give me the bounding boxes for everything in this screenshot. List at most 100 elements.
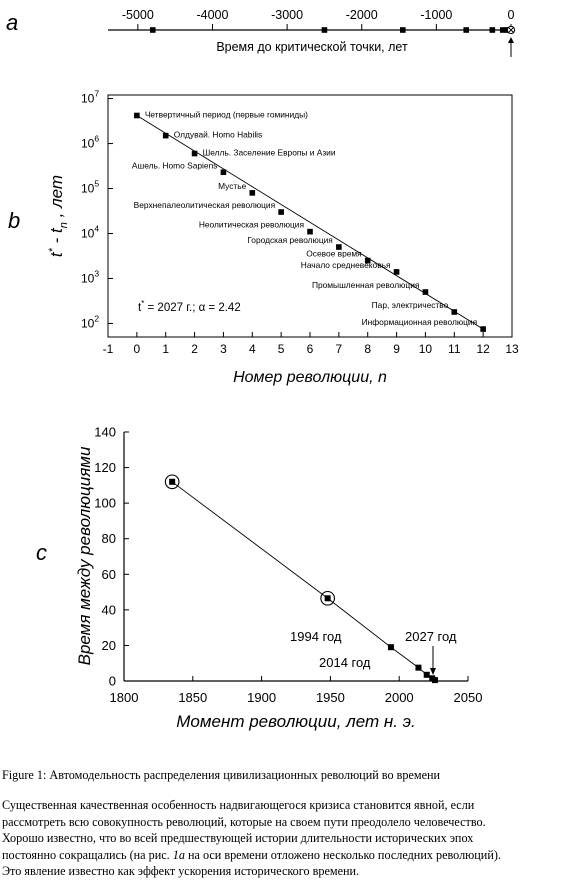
panel-c-x-tick-label: 1800	[110, 690, 139, 705]
panel-a-tick-label: -2000	[346, 8, 378, 22]
figure-reference[interactable]: 1a	[172, 847, 185, 862]
panel-b-annotation: t* = 2027 г.; α = 2.42	[138, 299, 241, 314]
panel-a-point	[489, 27, 496, 33]
panel-c-y-tick-label: 140	[94, 425, 116, 440]
panel-b-point	[134, 112, 140, 119]
critical-point-arrow	[508, 37, 514, 57]
panel-c-x-tick-label: 2050	[454, 690, 483, 705]
panel-c-series-line	[171, 481, 436, 681]
panel-b-x-tick-label: 12	[476, 342, 490, 356]
panel-c-x-tick-label: 1950	[316, 690, 345, 705]
panel-b-point-label: Ашель. Homo Sapiens	[132, 160, 218, 170]
panel-a-label: a	[6, 10, 18, 35]
panel-b-label: b	[8, 208, 20, 233]
panel-b-x-tick-label: 0	[134, 342, 141, 356]
panel-a-tick-label: -3000	[271, 8, 303, 22]
panel-b-y-tick-label: 107	[81, 89, 99, 106]
panel-b-point	[451, 309, 458, 315]
panel-a-point	[463, 27, 470, 33]
panel-b-x-tick-label: 11	[448, 342, 461, 356]
panel-c-y-ticks: 0 20 40 60 80 100 120 140	[94, 425, 129, 689]
paragraph-line: Хорошо известно, что во всей предшествую…	[2, 831, 474, 845]
panel-c-point	[423, 671, 430, 678]
panel-a-point	[321, 27, 328, 33]
paragraph-line: Существенная качественная особенность на…	[2, 798, 475, 812]
panel-c-xlabel: Момент революции, лет н. э.	[176, 712, 416, 731]
panel-c-y-tick-label: 120	[94, 460, 116, 475]
panel-c-x-ticks: 1800 1850 1900 1950 2000 2050	[110, 676, 483, 705]
panel-b-point	[480, 326, 486, 332]
panel-b-y-tick-label: 106	[81, 134, 99, 151]
panel-c-point	[169, 478, 176, 485]
body-paragraph: Существенная качественная особенность на…	[2, 797, 584, 880]
panel-a: a -5000 -4000 -3000 -2000 -1000 0 Время до кр…	[6, 8, 516, 57]
annotation-2027: 2027 год	[405, 629, 457, 644]
critical-point-marker	[506, 25, 516, 35]
panel-b-y-tick-label: 104	[81, 224, 99, 241]
panel-c: c 1800 1850 1900 1950 2000 2050 0 20 40 60 80 100 1…	[36, 425, 482, 732]
panel-b-point-label: Городская революция	[247, 235, 333, 245]
paragraph-line: Это явление известно как эффект ускорени…	[2, 864, 360, 878]
panel-c-x-tick-label: 1900	[247, 690, 276, 705]
panel-b-point-label: Мустье	[218, 181, 247, 191]
panel-a-tick-label: -5000	[122, 8, 154, 22]
panel-b-point	[191, 150, 198, 157]
panel-c-points	[164, 474, 438, 684]
panel-c-point	[431, 677, 438, 684]
panel-c-x-tick-label: 2000	[385, 690, 414, 705]
annotation-2014: 2014 год	[319, 655, 371, 670]
panel-b-x-tick-label: -1	[103, 342, 114, 356]
panel-b-point-label: Шелль. Заселение Европы и Азии	[203, 148, 336, 158]
panel-b-point-label: Верхнепалеолитическая революция	[134, 200, 275, 210]
panel-b-x-tick-label: 10	[419, 342, 433, 356]
panel-b-point	[162, 132, 169, 139]
panel-b-point-label: Информационная революция	[362, 317, 478, 327]
panel-c-point	[387, 644, 394, 651]
panel-b-point	[249, 190, 256, 196]
panel-b-x-tick-label: 9	[393, 342, 400, 356]
annotation-2027-arrow	[430, 646, 436, 675]
paragraph-line: постоянно сокращались (на рис. 1a на оси…	[2, 847, 501, 862]
paragraph-line: рассмотреть всю совокупность революций, …	[2, 814, 486, 829]
panel-b-point-label: Пар, электричество	[372, 300, 449, 310]
panel-c-point-circle	[320, 590, 335, 606]
panel-b-point-label: Четвертичный период (первые гоминиды)	[145, 110, 308, 120]
panel-b-point-label: Неолитическая революция	[199, 220, 304, 230]
panel-b-points	[134, 112, 486, 332]
panel-b-x-ticks: -1 0 1 2 3 4 5 6 7 8 9 10 11 12 13	[103, 332, 519, 356]
panel-b-x-tick-label: 6	[307, 342, 314, 356]
panel-c-y-tick-label: 80	[102, 531, 116, 546]
panel-b-point	[220, 169, 227, 176]
panel-c-y-tick-label: 20	[102, 638, 116, 653]
panel-b-x-tick-label: 2	[191, 342, 198, 356]
panel-a-point	[149, 27, 156, 33]
panel-b-point	[393, 269, 400, 275]
panel-b: b -1 0 1 2 3 4 5 6 7 8 9 10 11 12 13 10210310410510610…	[8, 89, 519, 386]
panel-b-x-tick-label: 13	[505, 342, 519, 356]
panel-b-x-tick-label: 8	[364, 342, 371, 356]
panel-b-x-tick-label: 1	[162, 342, 169, 356]
panel-b-y-tick-label: 105	[81, 179, 99, 196]
panel-c-point-circle	[164, 474, 180, 490]
panel-c-y-tick-label: 60	[102, 567, 116, 582]
panel-c-y-tick-label: 0	[109, 674, 116, 689]
panel-c-ylabel: Время между революциями	[75, 446, 94, 665]
panel-a-ticks: -5000 -4000 -3000 -2000 -1000 0	[122, 8, 515, 30]
panel-b-x-tick-label: 4	[249, 342, 256, 356]
panel-c-y-tick-label: 100	[94, 496, 116, 511]
panel-a-tick-label: -4000	[196, 8, 228, 22]
panel-b-point	[422, 289, 429, 295]
panel-c-x-tick-label: 1850	[178, 690, 207, 705]
panel-b-point-label: Осевое время	[306, 249, 361, 259]
panel-b-point	[336, 244, 342, 250]
panel-b-point-label: Олдувай. Homo Habilis	[174, 130, 263, 140]
panel-b-y-tick-label: 102	[81, 313, 99, 330]
panel-b-x-tick-label: 7	[336, 342, 343, 356]
panel-b-x-tick-label: 5	[278, 342, 285, 356]
panel-b-ylabel: t* - tn , лет	[47, 175, 70, 257]
panel-a-point	[399, 27, 406, 33]
panel-b-xlabel: Номер революции, n	[233, 369, 387, 386]
panel-b-x-tick-label: 3	[220, 342, 227, 356]
figure-caption: Figure 1: Автомодельность распределения …	[2, 768, 441, 782]
